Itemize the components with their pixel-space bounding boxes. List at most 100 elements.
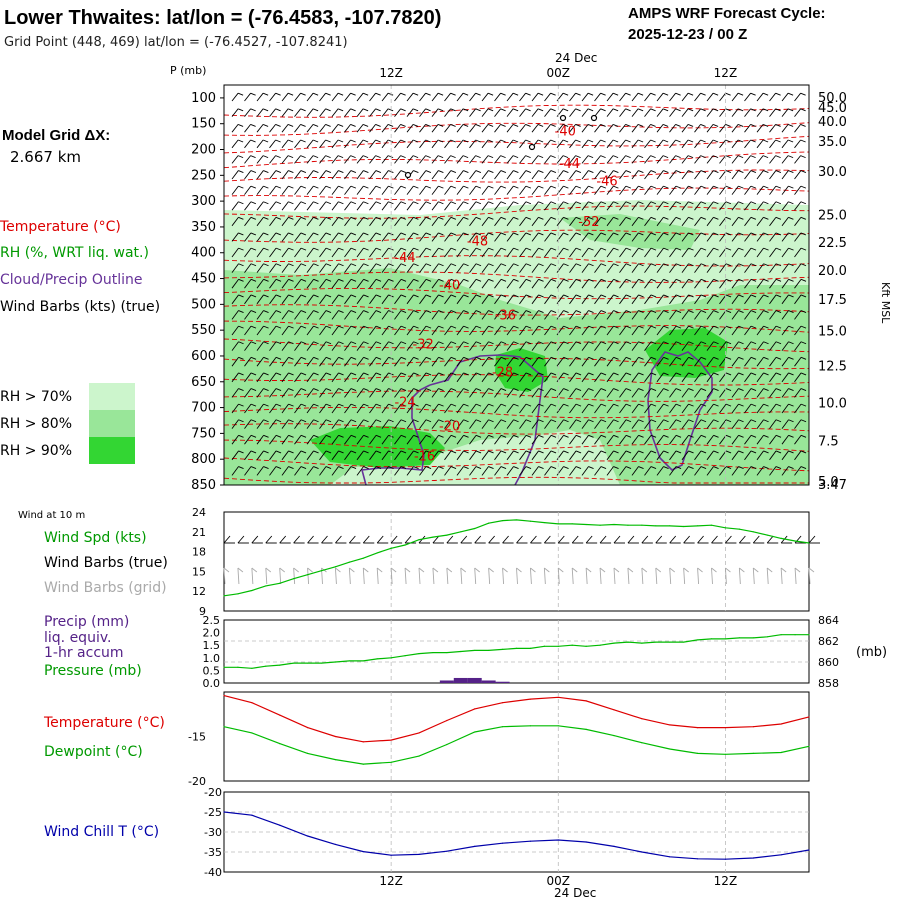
- upper-wind-barb: [681, 403, 689, 414]
- upper-wind-barb-flag: [350, 403, 357, 407]
- upper-wind-barb: [756, 124, 764, 133]
- upper-wind-barb-flag: [750, 232, 757, 236]
- upper-wind-barb-flag: [350, 294, 357, 298]
- upper-wind-barb: [406, 357, 414, 367]
- upper-wind-barb: [331, 263, 339, 273]
- upper-wind-barb: [469, 341, 477, 351]
- upper-wind-barb: [406, 139, 414, 149]
- upper-wind-barb-flag: [238, 263, 244, 267]
- upper-wind-barb-flag: [675, 294, 682, 298]
- dewpoint-line-point: [529, 725, 532, 727]
- upper-wind-barb-flag: [763, 232, 769, 236]
- upper-wind-barb-flag: [288, 310, 294, 313]
- upper-wind-barb: [644, 124, 651, 133]
- upper-wind-barb: [319, 155, 326, 164]
- upper-wind-barb-flag: [400, 372, 407, 376]
- upper-wind-barb: [731, 310, 739, 320]
- sfc-wind-barb-true: [683, 535, 690, 544]
- isotherm-label: -44: [394, 251, 415, 266]
- upper-wind-barb: [556, 403, 564, 414]
- isotherm-labels: -40-44-46-52-48-44-40-36-32-28-24-20-16: [394, 124, 617, 464]
- temp-ytick-label: -20: [188, 775, 206, 788]
- upper-wind-barb-flag: [312, 155, 319, 159]
- upper-wind-barb: [631, 325, 639, 336]
- upper-wind-barb-flag: [437, 139, 444, 143]
- upper-wind-barb: [369, 124, 376, 133]
- upper-wind-barb: [381, 247, 389, 258]
- upper-wind-barb: [244, 185, 252, 195]
- upper-wind-barb: [331, 341, 339, 351]
- upper-wind-barb: [594, 170, 602, 180]
- upper-wind-barb-flag: [263, 278, 269, 282]
- upper-wind-barb-flag: [387, 92, 394, 96]
- upper-wind-barb-flag: [425, 247, 432, 251]
- upper-wind-barb: [419, 294, 427, 305]
- upper-wind-barb: [506, 419, 514, 429]
- pressure-line-point: [474, 649, 476, 652]
- upper-wind-barb: [694, 435, 702, 445]
- upper-wind-barb-flag: [550, 232, 557, 236]
- upper-wind-barb-flag: [413, 419, 419, 423]
- windchill-line-point: [251, 814, 253, 816]
- upper-wind-barb-flag: [800, 123, 806, 127]
- windchill-line-point: [501, 842, 504, 844]
- upper-wind-barb: [244, 403, 252, 414]
- upper-wind-barb-flag: [613, 278, 619, 282]
- upper-wind-barb: [294, 217, 302, 227]
- upper-wind-barb: [319, 139, 326, 149]
- upper-wind-barb-flag: [550, 247, 557, 251]
- pressure-tick-label: 700: [191, 401, 216, 416]
- upper-wind-barb-flag: [638, 419, 644, 423]
- upper-wind-barb: [406, 263, 414, 273]
- upper-wind-barb-flag: [738, 247, 744, 251]
- upper-wind-barb-flag: [413, 341, 419, 345]
- upper-wind-barb-flag: [275, 388, 282, 391]
- upper-wind-barb-flag: [300, 247, 307, 251]
- upper-wind-barb-flag: [238, 310, 244, 313]
- upper-wind-barb-flag: [738, 466, 744, 469]
- upper-wind-barb: [394, 185, 402, 195]
- upper-wind-barb-flag: [738, 450, 744, 454]
- upper-wind-barb: [706, 310, 714, 320]
- upper-wind-barb: [719, 450, 727, 461]
- upper-wind-barb: [456, 217, 464, 227]
- upper-wind-barb-flag: [675, 216, 682, 220]
- upper-wind-barb-flag: [713, 434, 719, 438]
- upper-wind-barb: [294, 294, 302, 305]
- upper-wind-barb: [581, 388, 589, 398]
- upper-wind-barb: [569, 450, 577, 461]
- upper-wind-barb: [244, 341, 252, 351]
- upper-wind-barb-flag: [738, 434, 744, 438]
- upper-wind-barb: [694, 263, 702, 273]
- upper-wind-barb-flag: [550, 170, 557, 173]
- upper-wind-barb-flag: [250, 201, 257, 205]
- upper-wind-barb: [656, 247, 664, 258]
- upper-wind-barb-flag: [713, 419, 719, 423]
- upper-wind-barb-flag: [638, 170, 644, 173]
- pressure-tick-label: 100: [191, 91, 216, 106]
- upper-wind-barb-flag: [350, 372, 357, 376]
- upper-wind-barb-flag: [675, 263, 682, 267]
- upper-wind-barb: [281, 263, 289, 273]
- upper-wind-barb: [444, 341, 452, 351]
- upper-wind-barb: [281, 372, 289, 383]
- upper-wind-barb: [294, 450, 302, 461]
- upper-wind-barb: [394, 341, 402, 351]
- upper-wind-barb-flag: [463, 170, 469, 173]
- upper-wind-barb: [619, 247, 627, 258]
- pressure-line-point: [418, 653, 420, 655]
- upper-wind-barb-flag: [338, 216, 344, 220]
- upper-wind-barb: [744, 185, 752, 195]
- upper-wind-barb: [756, 419, 764, 429]
- upper-wind-barb-flag: [500, 466, 507, 469]
- upper-wind-barb-flag: [613, 170, 619, 173]
- upper-wind-barb-flag: [400, 201, 407, 205]
- upper-wind-barb-flag: [488, 356, 494, 360]
- windchill-line-point: [808, 849, 810, 851]
- upper-wind-barb-flag: [325, 341, 332, 345]
- upper-wind-barb: [406, 92, 414, 102]
- upper-wind-barb: [456, 341, 464, 351]
- upper-wind-barb: [319, 372, 327, 383]
- upper-wind-barb: [469, 201, 477, 211]
- upper-wind-barb: [369, 294, 377, 305]
